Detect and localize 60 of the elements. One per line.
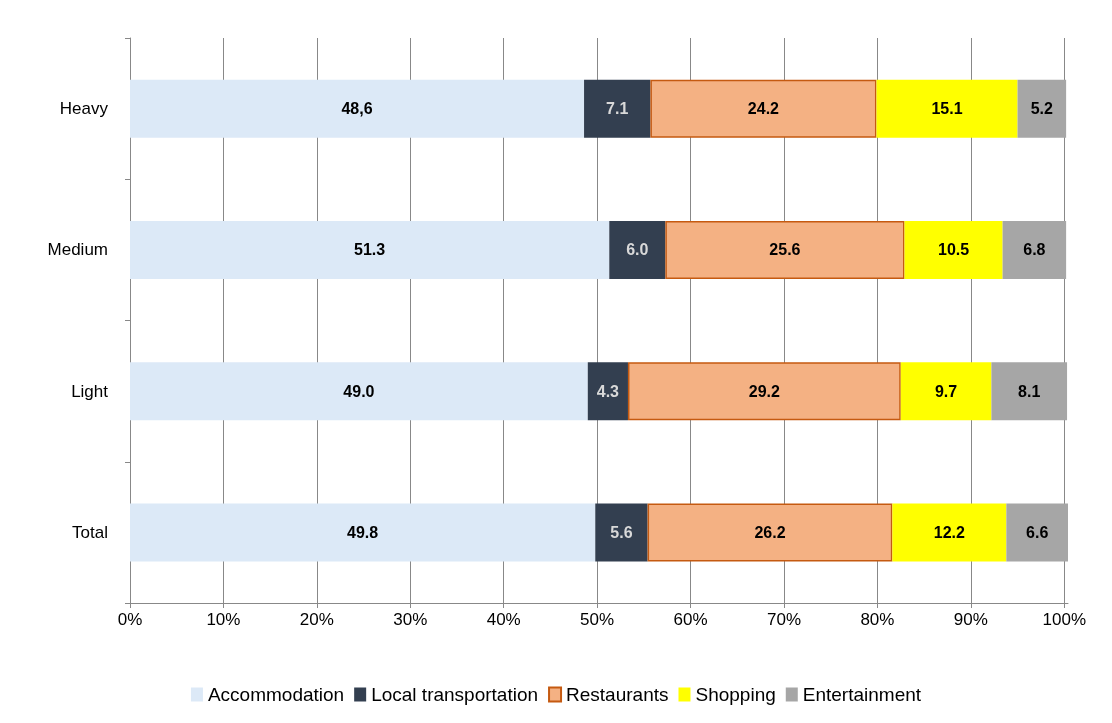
bar (1002, 220, 1067, 279)
x-tick-label: 30% (393, 610, 428, 629)
bar (1017, 79, 1067, 138)
x-tick-label: 90% (953, 610, 988, 629)
x-tick-label: 100% (1042, 610, 1087, 629)
legend-label: Shopping (695, 684, 776, 705)
x-tick-label: 40% (486, 610, 521, 629)
data-label: 51.3 (354, 241, 386, 259)
data-label: 48,6 (341, 100, 373, 118)
legend-label: Accommodation (207, 684, 345, 705)
x-tick-label: 0% (117, 610, 143, 629)
x-tick-label: 70% (766, 610, 801, 629)
data-label: 10.5 (937, 241, 970, 259)
data-label: 4.3 (596, 382, 620, 400)
bar (900, 362, 992, 421)
data-label: 12.2 (933, 523, 966, 541)
y-tick-label: Medium (47, 240, 108, 260)
bar (892, 503, 1007, 562)
bar (130, 362, 588, 421)
data-label: 8.1 (1018, 382, 1041, 400)
bar (130, 220, 610, 279)
data-label: 5.2 (1030, 100, 1054, 118)
bar (904, 220, 1003, 279)
x-tick-label: 60% (673, 610, 708, 629)
legend-label: Restaurants (566, 684, 669, 705)
data-label: 6.0 (626, 241, 649, 259)
bar (650, 79, 877, 138)
data-label: 7.1 (606, 100, 629, 118)
bar (595, 503, 648, 562)
data-label: 5.6 (610, 523, 633, 541)
data-label: 24.2 (747, 100, 780, 118)
bar (647, 503, 893, 562)
x-tick-label: 20% (299, 610, 334, 629)
bar (627, 362, 901, 421)
bar (130, 503, 596, 562)
y-tick-label: Total (72, 522, 108, 542)
data-label: 49.0 (343, 382, 375, 400)
bar (1006, 503, 1068, 562)
bar (130, 79, 585, 138)
y-tick-label: Light (71, 381, 109, 401)
bar (609, 220, 666, 279)
bar (991, 362, 1068, 421)
data-label: 9.7 (934, 382, 958, 400)
data-label: 6.8 (1023, 241, 1046, 259)
x-tick-label: 80% (860, 610, 895, 629)
x-tick-label: 50% (580, 610, 615, 629)
data-label: 15.1 (931, 100, 963, 118)
bar (876, 79, 1018, 138)
data-label: 25.6 (769, 241, 801, 259)
bar (665, 220, 905, 279)
data-label: 29.2 (748, 382, 781, 400)
data-label: 6.6 (1026, 523, 1049, 541)
legend-label: Entertainment (802, 684, 922, 705)
x-tick-label: 10% (206, 610, 241, 629)
data-label: 26.2 (754, 523, 786, 541)
legend-label: Local transportation (371, 684, 539, 705)
data-label: 49.8 (347, 523, 379, 541)
bar (584, 79, 651, 138)
bar (587, 362, 628, 421)
y-tick-label: Heavy (59, 99, 109, 119)
